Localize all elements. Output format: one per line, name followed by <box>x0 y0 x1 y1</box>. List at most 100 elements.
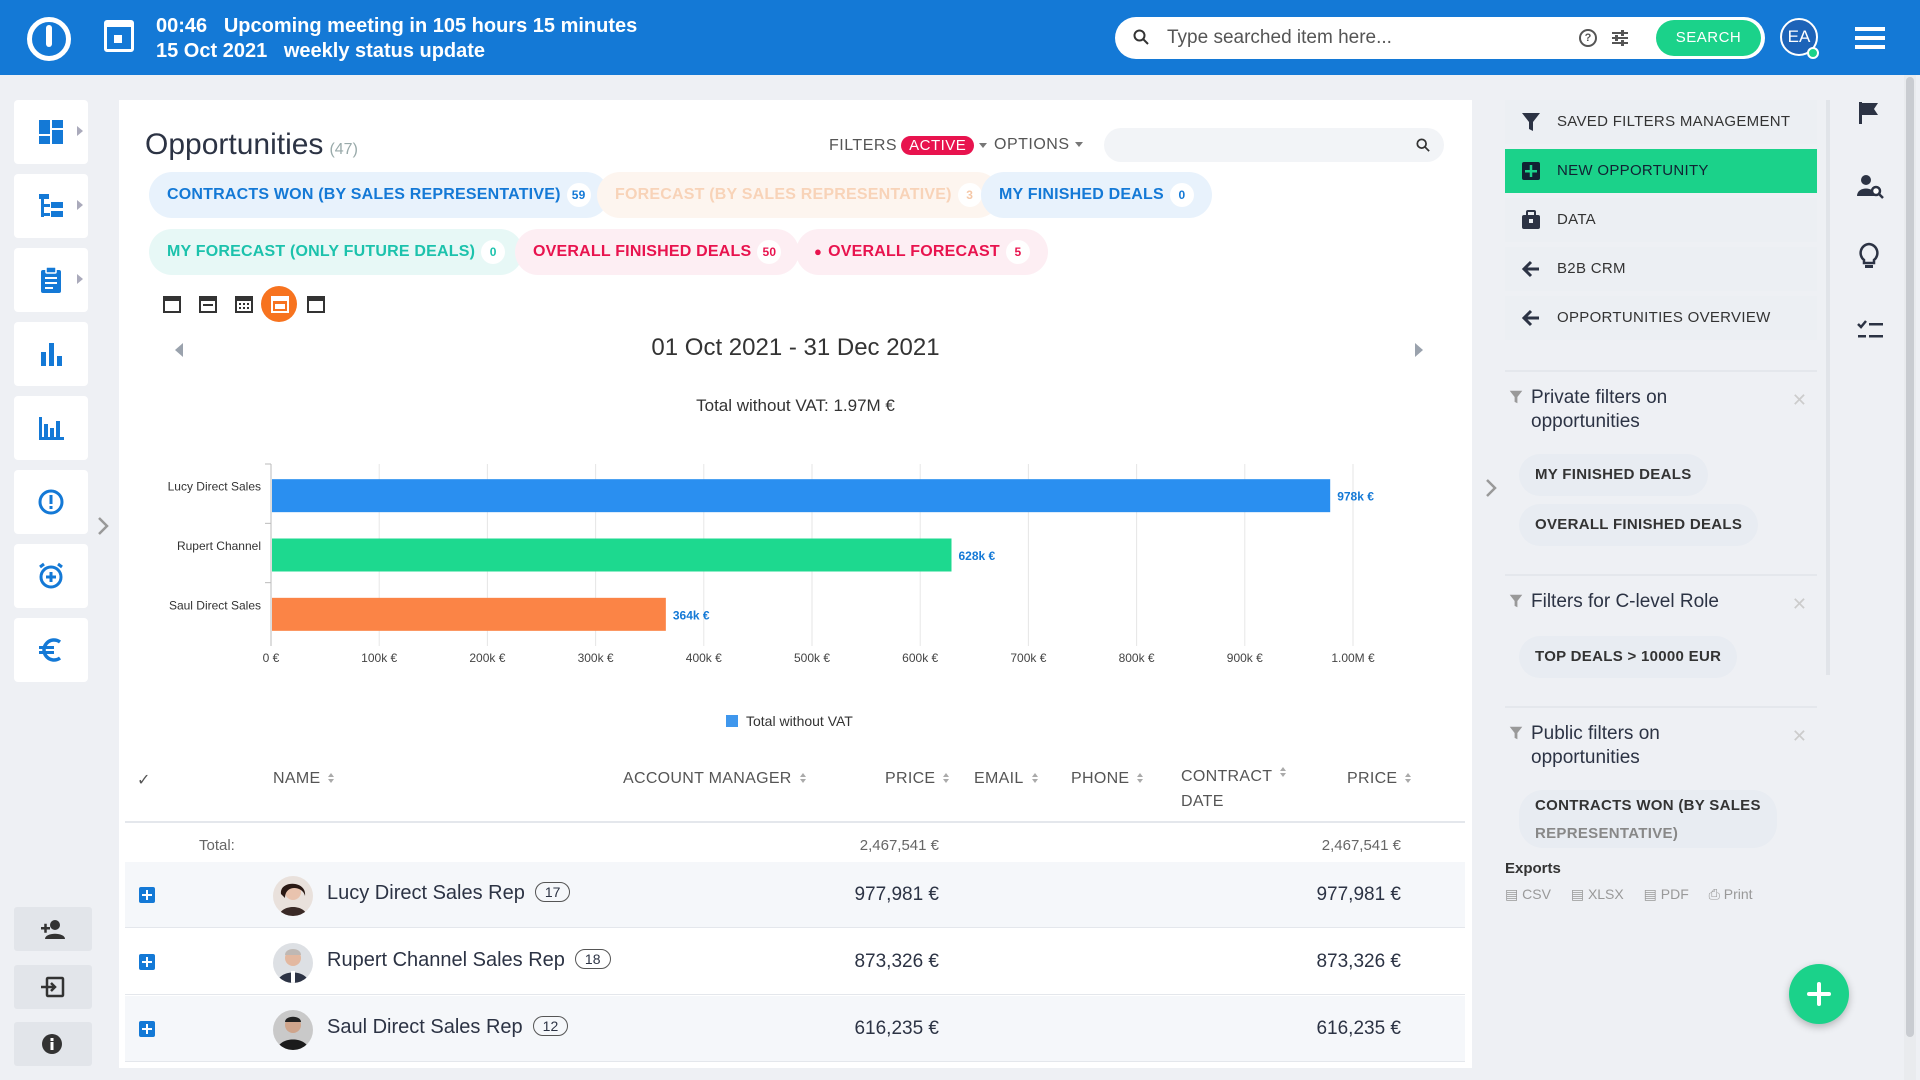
column-email[interactable]: EMAIL <box>974 770 1038 788</box>
sidebar-hierarchy[interactable] <box>14 174 88 238</box>
x-tick-label: 700k € <box>1010 651 1046 665</box>
list-search-input[interactable] <box>1104 128 1444 162</box>
total-label: Total: <box>199 837 235 854</box>
x-tick-label: 0 € <box>263 651 280 665</box>
logout-icon <box>41 976 65 998</box>
user-search-icon[interactable] <box>1856 172 1884 200</box>
filter-count: 50 <box>757 239 782 264</box>
previous-period-icon[interactable] <box>173 340 185 360</box>
quick-filter-my-finished[interactable]: MY FINISHED DEALS 0 <box>981 172 1212 218</box>
lightbulb-icon[interactable] <box>1856 242 1882 270</box>
new-opportunity-button[interactable]: NEW OPPORTUNITY <box>1505 149 1817 193</box>
close-icon[interactable]: ✕ <box>1791 390 1807 410</box>
close-icon[interactable]: ✕ <box>1791 594 1807 614</box>
page-scrollbar[interactable] <box>1904 75 1916 1080</box>
export-pdf-link[interactable]: ▤ PDF <box>1643 886 1689 902</box>
logout-button[interactable] <box>14 965 92 1009</box>
column-contract-date[interactable]: CONTRACT DATE <box>1181 764 1287 814</box>
menu-icon[interactable] <box>1855 27 1885 49</box>
add-user-button[interactable] <box>14 907 92 951</box>
saved-filter-pill[interactable]: CONTRACTS WON (BY SALES REPRESENTATIVE) <box>1519 790 1777 848</box>
opportunities-overview-button[interactable]: OPPORTUNITIES OVERVIEW <box>1505 296 1817 340</box>
column-name[interactable]: NAME <box>273 770 335 788</box>
calendar-icon[interactable] <box>104 20 134 52</box>
saved-filter-pill[interactable]: OVERALL FINISHED DEALS <box>1519 504 1759 546</box>
sidebar-alarms[interactable] <box>14 544 88 608</box>
expand-row-icon[interactable] <box>139 1021 155 1037</box>
quick-filter-forecast[interactable]: FORECAST (BY SALES REPRESENTATIVE) 3 <box>597 172 1000 218</box>
row-name[interactable]: Saul Direct Sales Rep 12 <box>327 1016 569 1039</box>
app-logo-icon[interactable] <box>27 17 71 61</box>
period-week-button[interactable] <box>189 286 225 322</box>
bar-value-label: 364k € <box>673 608 710 622</box>
expand-row-icon[interactable] <box>139 887 155 903</box>
export-csv-link[interactable]: ▤ CSV <box>1505 886 1551 902</box>
column-phone[interactable]: PHONE <box>1071 770 1144 788</box>
column-price-2[interactable]: PRICE <box>1347 770 1412 788</box>
filters-toggle[interactable]: FILTERS ACTIVE <box>829 136 988 155</box>
sidebar-finance[interactable] <box>14 618 88 682</box>
close-icon[interactable]: ✕ <box>1791 726 1807 746</box>
expand-row-icon[interactable] <box>139 954 155 970</box>
saved-filter-pill[interactable]: TOP DEALS > 10000 EUR <box>1519 636 1738 678</box>
avatar <box>273 1010 313 1050</box>
table-row[interactable]: Saul Direct Sales Rep 12 616,235 € 616,23… <box>125 996 1465 1062</box>
main-content: Opportunities (47) FILTERS ACTIVE OPTIONS … <box>119 100 1472 1068</box>
chart-legend[interactable]: Total without VAT <box>726 713 853 729</box>
user-avatar[interactable]: EA <box>1780 18 1818 56</box>
period-month-button[interactable] <box>225 286 261 322</box>
bar-chart: 0 € 100k € 200k € 300k € 400k € 500k € 600k € 7… <box>168 463 1375 665</box>
quick-filter-my-forecast[interactable]: MY FORECAST (ONLY FUTURE DEALS) 0 <box>149 229 524 275</box>
column-account-manager[interactable]: ACCOUNT MANAGER <box>623 770 806 788</box>
section-title: Public filters on opportunities <box>1505 722 1765 770</box>
search-button[interactable]: SEARCH <box>1656 20 1761 56</box>
search-icon <box>1416 138 1430 152</box>
filter-icon <box>1509 726 1523 740</box>
sidebar-reports[interactable] <box>14 396 88 460</box>
period-day-button[interactable] <box>153 286 189 322</box>
period-quarter-button[interactable] <box>261 286 297 322</box>
b2b-crm-button[interactable]: B2B CRM <box>1505 247 1817 291</box>
print-link[interactable]: ⎙ Print <box>1708 886 1753 902</box>
arrow-left-icon <box>1521 309 1539 327</box>
total-price-2: 2,467,541 € <box>1321 837 1401 854</box>
flag-icon[interactable] <box>1856 100 1882 126</box>
sidebar-expand-icon[interactable] <box>96 516 110 536</box>
bar <box>272 538 952 572</box>
options-toggle[interactable]: OPTIONS <box>994 136 1083 154</box>
sidebar-charts[interactable] <box>14 322 88 386</box>
sort-icon <box>943 773 950 785</box>
upcoming-meeting[interactable]: 00:46 Upcoming meeting in 105 hours 15 m… <box>156 14 637 64</box>
saved-filter-pill[interactable]: MY FINISHED DEALS <box>1519 454 1708 496</box>
quick-filter-overall-forecast[interactable]: ● OVERALL FORECAST 5 <box>796 229 1048 275</box>
data-button[interactable]: DATA <box>1505 198 1817 242</box>
period-year-button[interactable] <box>297 286 333 322</box>
bar <box>272 597 666 631</box>
right-panel-expand-icon[interactable] <box>1484 478 1498 498</box>
select-all-checkbox[interactable]: ✓ <box>137 772 151 789</box>
quick-filter-overall-finished[interactable]: OVERALL FINISHED DEALS 50 <box>515 229 800 275</box>
sidebar-dashboard[interactable] <box>14 100 88 164</box>
filter-icon <box>1509 390 1523 404</box>
saved-filters-management-button[interactable]: SAVED FILTERS MANAGEMENT <box>1505 100 1817 144</box>
row-name[interactable]: Rupert Channel Sales Rep 18 <box>327 949 611 972</box>
help-icon[interactable]: ? <box>1579 29 1597 47</box>
table-row[interactable]: Rupert Channel Sales Rep 18 873,326 € 873… <box>125 929 1465 995</box>
column-price[interactable]: PRICE <box>885 770 950 788</box>
sidebar-alerts[interactable] <box>14 470 88 534</box>
row-name[interactable]: Lucy Direct Sales Rep 17 <box>327 882 571 905</box>
quick-filter-contracts-won[interactable]: CONTRACTS WON (BY SALES REPRESENTATIVE) 5… <box>149 172 609 218</box>
export-xlsx-link[interactable]: ▤ XLSX <box>1570 886 1624 902</box>
meeting-countdown: Upcoming meeting in 105 hours 15 minutes <box>223 15 638 37</box>
next-period-icon[interactable] <box>1413 340 1425 360</box>
alert-icon <box>38 489 64 515</box>
global-search-input[interactable] <box>1167 25 1557 51</box>
briefcase-icon <box>1522 210 1540 229</box>
add-fab-button[interactable] <box>1789 964 1849 1024</box>
info-button[interactable] <box>14 1022 92 1066</box>
tune-icon[interactable] <box>1611 29 1629 47</box>
scrollbar-thumb[interactable] <box>1906 77 1914 1037</box>
table-row[interactable]: Lucy Direct Sales Rep 17 977,981 € 977,98… <box>125 862 1465 928</box>
checklist-icon[interactable] <box>1856 318 1884 344</box>
sidebar-tasks[interactable] <box>14 248 88 312</box>
